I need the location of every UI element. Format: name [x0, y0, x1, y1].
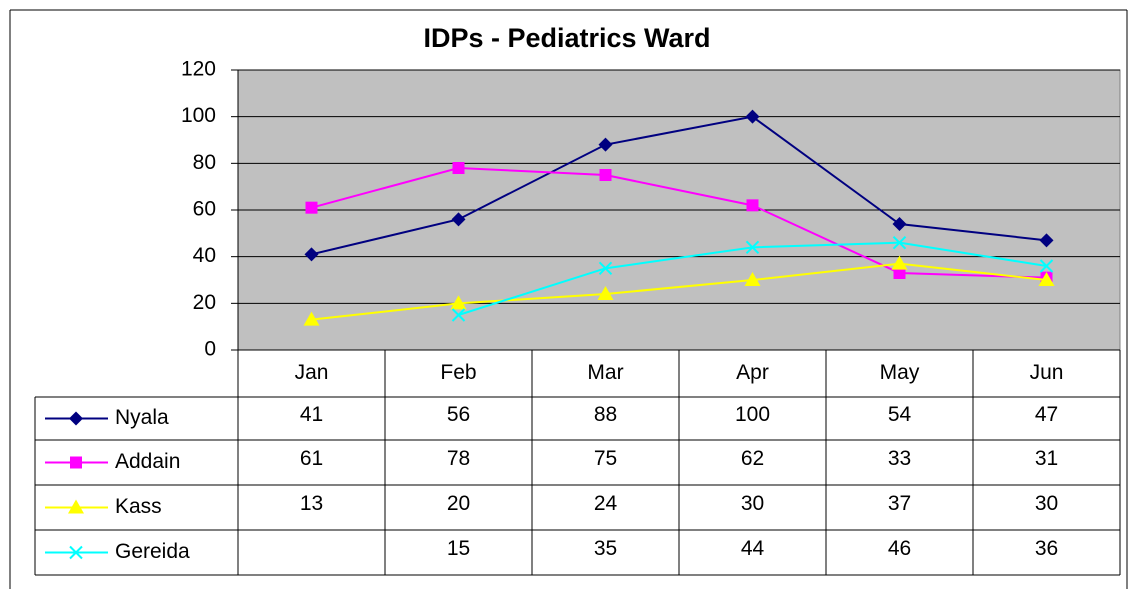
- marker: [69, 411, 83, 426]
- marker: [892, 235, 907, 250]
- table-value: 37: [888, 492, 911, 515]
- table-value: 15: [447, 537, 470, 560]
- marker: [450, 295, 467, 310]
- table-value: 56: [447, 403, 470, 426]
- marker: [892, 217, 907, 231]
- table-value: 24: [594, 492, 618, 515]
- marker: [303, 311, 320, 326]
- marker: [598, 137, 613, 152]
- table-value: 35: [594, 537, 617, 560]
- series-line: [311, 262, 1047, 321]
- table-value: 88: [594, 403, 617, 426]
- table-value: 20: [447, 492, 470, 515]
- table-value: 47: [1035, 403, 1058, 426]
- marker: [451, 308, 466, 322]
- marker: [893, 267, 906, 279]
- marker: [745, 240, 760, 255]
- table-value: 31: [1035, 447, 1058, 470]
- table-value: 36: [1035, 537, 1058, 560]
- marker: [1039, 259, 1054, 273]
- y-tick-label: 60: [193, 198, 216, 221]
- x-tick-label: Mar: [587, 361, 623, 384]
- table-value: 44: [741, 537, 765, 560]
- y-tick-label: 0: [204, 338, 216, 361]
- y-tick-label: 40: [193, 244, 216, 267]
- y-tick-label: 120: [181, 58, 216, 81]
- marker: [305, 201, 318, 214]
- marker: [744, 272, 761, 286]
- marker: [746, 199, 759, 212]
- marker: [599, 169, 612, 181]
- table-value: 41: [300, 403, 323, 426]
- marker: [597, 286, 614, 300]
- x-tick-label: Jan: [295, 361, 329, 384]
- x-tick-label: Feb: [440, 361, 476, 384]
- table-value: 75: [594, 447, 617, 470]
- marker: [451, 212, 466, 227]
- marker: [1038, 272, 1055, 286]
- table-value: 62: [741, 447, 764, 470]
- y-tick-label: 20: [193, 291, 216, 314]
- x-tick-label: Jun: [1030, 361, 1064, 384]
- marker: [68, 499, 84, 514]
- legend-label: Nyala: [115, 406, 169, 429]
- x-tick-label: May: [880, 361, 920, 384]
- marker: [70, 456, 82, 469]
- marker: [1039, 233, 1054, 248]
- legend-label: Kass: [115, 495, 162, 518]
- table-value: 100: [735, 403, 770, 426]
- table-value: 46: [888, 537, 911, 560]
- y-tick-label: 100: [181, 104, 216, 127]
- y-tick-label: 80: [193, 151, 216, 174]
- marker: [745, 109, 760, 124]
- marker: [891, 255, 908, 270]
- marker: [452, 162, 465, 174]
- marker: [69, 545, 83, 560]
- table-value: 78: [447, 447, 470, 470]
- marker: [304, 247, 319, 262]
- legend-label: Addain: [115, 450, 180, 473]
- x-tick-label: Apr: [736, 361, 769, 384]
- table-value: 30: [1035, 492, 1058, 515]
- marker: [598, 261, 613, 276]
- series-line: [311, 166, 1047, 279]
- table-value: 30: [741, 492, 764, 515]
- table-value: 54: [888, 403, 912, 426]
- table-value: 33: [888, 447, 911, 470]
- legend-label: Gereida: [115, 540, 190, 563]
- series-line: [311, 115, 1047, 256]
- chart-title: IDPs - Pediatrics Ward: [423, 23, 710, 53]
- table-value: 13: [300, 492, 323, 515]
- table-value: 61: [300, 447, 323, 470]
